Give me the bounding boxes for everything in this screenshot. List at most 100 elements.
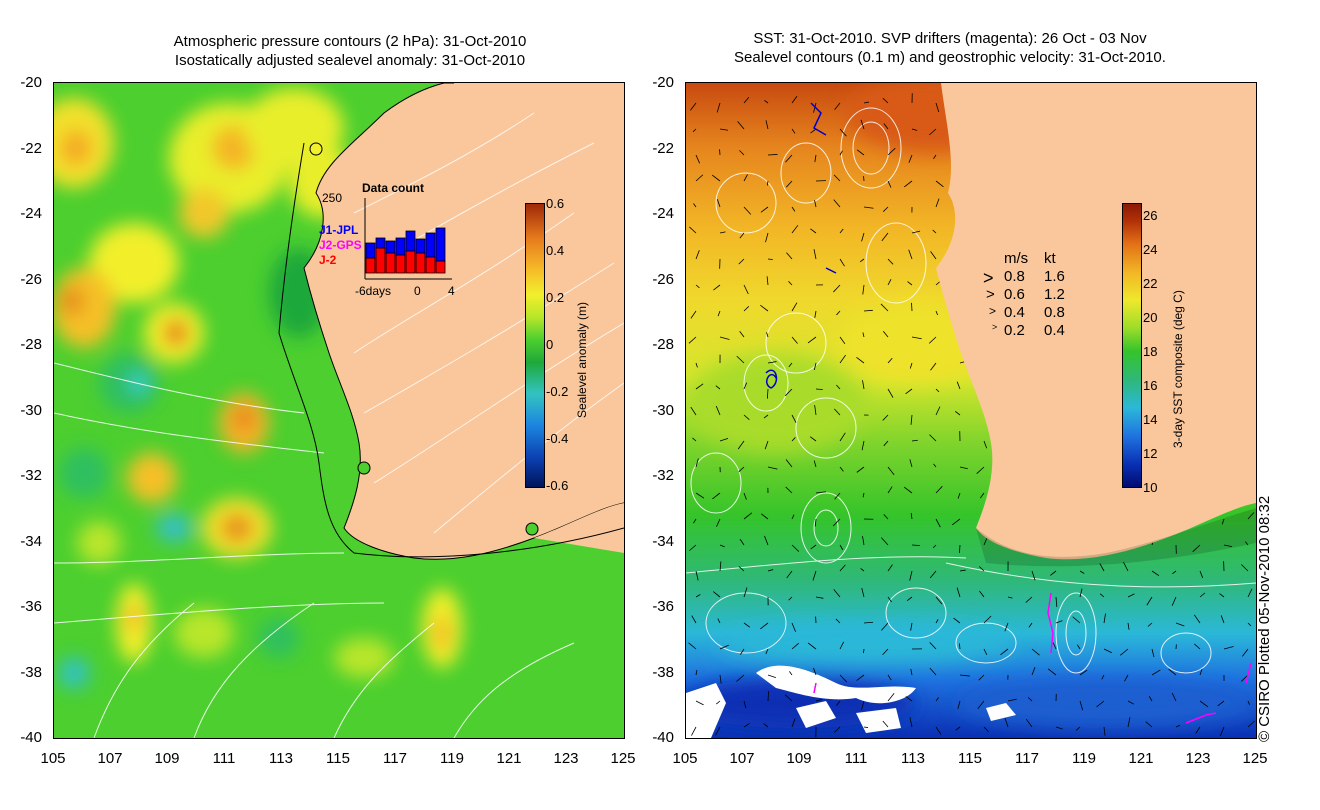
velocity-arrow bbox=[861, 440, 865, 451]
velocity-arrow bbox=[737, 121, 745, 130]
velocity-arrow bbox=[688, 336, 697, 344]
velocity-arrow bbox=[691, 615, 697, 624]
velocity-arrow bbox=[935, 102, 940, 113]
velocity-arrow bbox=[833, 199, 841, 208]
lat-tick-left: -30 bbox=[20, 401, 42, 419]
velocity-arrow bbox=[906, 596, 913, 601]
velocity-arrow bbox=[957, 700, 961, 710]
lon-tick-right: 111 bbox=[844, 750, 868, 767]
velocity-arrow bbox=[767, 154, 778, 156]
velocity-arrow bbox=[739, 150, 745, 156]
velocity-arrow bbox=[1151, 648, 1155, 658]
lon-tick-left: 115 bbox=[326, 750, 350, 767]
velocity-arrow bbox=[738, 566, 745, 572]
velocity-arrow bbox=[883, 514, 889, 520]
velocity-arrow bbox=[814, 154, 817, 163]
velocity-arrow bbox=[785, 180, 793, 188]
velocity-arrow bbox=[887, 564, 893, 572]
anomaly-blobs bbox=[54, 88, 462, 689]
velocity-arrow bbox=[690, 406, 697, 416]
velocity-arrow bbox=[983, 726, 989, 733]
velocity-arrow bbox=[911, 128, 918, 131]
velocity-arrow bbox=[743, 284, 749, 295]
velocity-arrow bbox=[693, 518, 697, 524]
velocity-arrow bbox=[767, 258, 773, 260]
velocity-arrow bbox=[935, 726, 942, 735]
velocity-arrow bbox=[814, 310, 817, 318]
sst-colorbar-tick: 26 bbox=[1143, 208, 1158, 223]
left-title-line1: Atmospheric pressure contours (2 hPa): 3… bbox=[173, 33, 527, 50]
velocity-arrow bbox=[1219, 726, 1225, 737]
velocity-arrow bbox=[695, 458, 699, 468]
velocity-arrow bbox=[881, 622, 889, 631]
velocity-arrow bbox=[713, 591, 721, 598]
velocity-legend-arrow: > bbox=[992, 322, 998, 332]
velocity-arrow bbox=[958, 643, 961, 650]
velocity-arrow bbox=[834, 492, 841, 500]
velocity-legend-arrow: > bbox=[983, 268, 994, 288]
lat-tick-left: -40 bbox=[20, 729, 42, 746]
velocity-arrow bbox=[887, 388, 894, 398]
velocity-arrow bbox=[1168, 668, 1177, 676]
velocity-arrow bbox=[1151, 570, 1160, 577]
sealevel-contours bbox=[686, 107, 1256, 674]
velocity-arrow bbox=[863, 101, 870, 104]
velocity-arrow bbox=[807, 336, 817, 344]
velocity-arrow bbox=[1004, 717, 1009, 728]
sealevel-colorbar-tick: 0 bbox=[546, 337, 554, 352]
velocity-arrow bbox=[716, 518, 721, 527]
lat-tick-right: -32 bbox=[652, 467, 674, 484]
velocity-arrow bbox=[1096, 700, 1105, 708]
velocity-arrow bbox=[1127, 622, 1130, 630]
velocity-arrow bbox=[935, 697, 939, 702]
velocity-arrow bbox=[1079, 700, 1084, 711]
velocity-arrow bbox=[882, 720, 889, 728]
velocity-arrow bbox=[719, 544, 725, 548]
velocity-arrow bbox=[814, 405, 817, 416]
velocity-arrow bbox=[695, 174, 704, 182]
velocity-legend-ms: 0.6 bbox=[1004, 286, 1025, 303]
velocity-arrow bbox=[813, 460, 817, 468]
velocity-arrow bbox=[839, 674, 848, 683]
velocity-arrow bbox=[935, 180, 944, 188]
velocity-arrow bbox=[959, 466, 968, 470]
velocity-arrow bbox=[813, 249, 817, 260]
velocity-arrow bbox=[834, 408, 841, 416]
velocity-arrow bbox=[693, 203, 697, 208]
velocity-arrow bbox=[856, 674, 865, 681]
velocity-arrow bbox=[910, 622, 913, 631]
velocity-arrow bbox=[909, 362, 913, 369]
velocity-arrow bbox=[1079, 669, 1088, 676]
velocity-arrow bbox=[791, 437, 796, 442]
velocity-arrow bbox=[1007, 596, 1013, 599]
velocity-arrow bbox=[839, 432, 846, 442]
velocity-arrow bbox=[862, 380, 865, 390]
velocity-arrow bbox=[1171, 596, 1177, 606]
velocity-arrow bbox=[1247, 700, 1250, 705]
velocity-arrow bbox=[957, 492, 961, 499]
velocity-arrow bbox=[881, 232, 889, 242]
velocity-arrow bbox=[862, 332, 865, 338]
velocity-arrow bbox=[815, 596, 824, 599]
velocity-arrow bbox=[791, 414, 797, 423]
velocity-arrow bbox=[813, 362, 817, 371]
sealevel-colorbar-tick: 0.6 bbox=[546, 196, 565, 211]
velocity-legend-ms: 0.2 bbox=[1004, 322, 1025, 339]
velocity-arrow bbox=[839, 354, 846, 364]
velocity-arrow bbox=[690, 310, 697, 319]
lon-tick-right: 107 bbox=[729, 750, 755, 767]
velocity-arrow bbox=[935, 619, 939, 624]
lat-tick-right: -22 bbox=[652, 139, 674, 157]
velocity-arrow bbox=[1175, 622, 1185, 627]
sst-map[interactable] bbox=[685, 82, 1257, 739]
velocity-arrow bbox=[766, 388, 769, 399]
velocity-arrow bbox=[813, 102, 817, 113]
velocity-arrow bbox=[737, 440, 745, 450]
lon-tick-left: 121 bbox=[496, 750, 522, 767]
velocity-arrow bbox=[791, 302, 798, 312]
velocity-arrow bbox=[887, 278, 892, 286]
velocity-arrow bbox=[882, 330, 889, 338]
velocity-arrow bbox=[764, 535, 769, 546]
velocity-arrow bbox=[862, 284, 865, 295]
velocity-arrow bbox=[738, 258, 745, 265]
